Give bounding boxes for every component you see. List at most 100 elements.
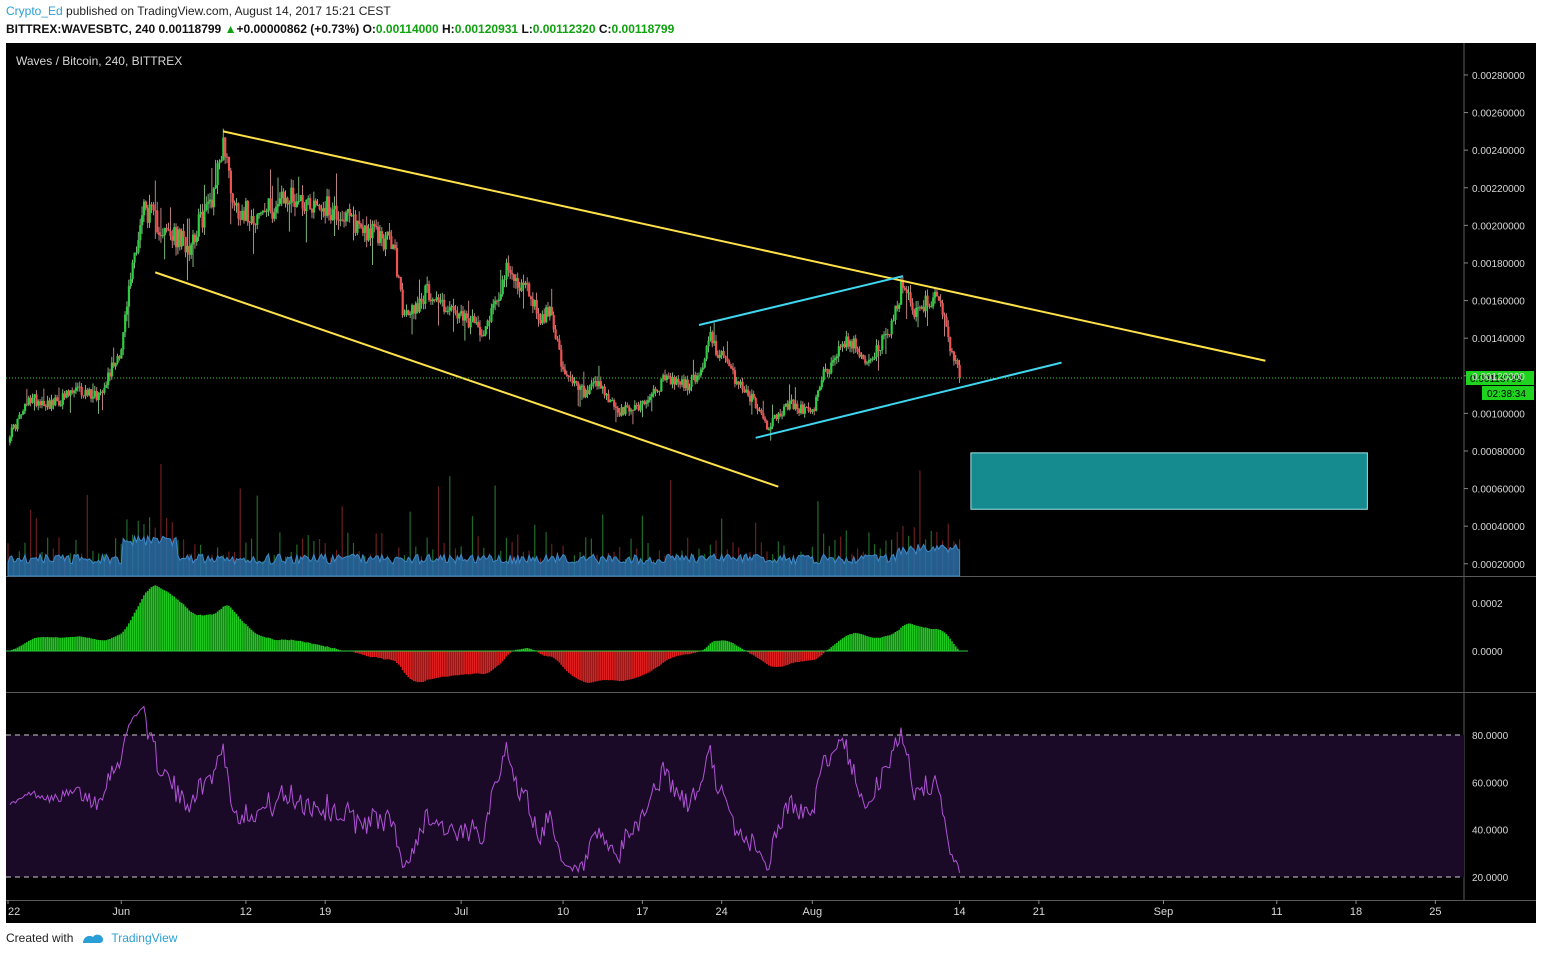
candle-body [373,223,376,227]
candle-body [860,354,863,357]
candle-body [42,400,46,406]
chart-canvas[interactable]: Waves / Bitcoin, 240, BITTREX 0.00118799… [6,43,1536,923]
candle-body [715,340,718,355]
candle-body [692,374,695,380]
candle-body [293,201,297,207]
candle-body [480,335,484,337]
candle-body [696,375,699,382]
candle-body [169,231,172,236]
candle-body [826,368,829,374]
candle-body [907,292,910,294]
candle-body [248,221,251,223]
candle-body [537,313,540,320]
candle-body [193,234,197,243]
candle-body [630,409,633,412]
candle-body [88,389,91,396]
candle-body [526,283,529,285]
candle-body [265,210,268,212]
candle-body [110,362,114,377]
close-label: C: [598,22,612,36]
candle-body [492,304,495,309]
candle-body [784,403,788,407]
author-link[interactable]: Crypto_Ed [6,4,63,18]
candle-body [832,360,835,363]
candle-body [732,368,735,371]
candle-body [231,193,234,203]
candle-body [114,362,117,367]
candle-body [465,313,468,319]
candle-body [512,274,516,281]
candle-body [679,382,682,385]
candle-body [641,401,644,404]
candle-body [577,382,580,390]
candle-body [341,219,344,221]
candle-body [450,305,453,308]
candle-body [346,208,350,213]
last-price: 0.00118799 [158,22,222,36]
candle-body [752,393,755,398]
candle-body [197,214,200,237]
candle-body [344,212,348,222]
candle-body [40,400,44,406]
candle-body [681,379,684,385]
candle-body [633,404,637,411]
candle-body [849,341,852,347]
candle-body [548,306,552,317]
candle-body [883,334,886,336]
candle-body [282,191,285,204]
candle-body [516,278,519,288]
candle-body [224,137,227,157]
candle-body [446,310,450,312]
candle-body [37,401,40,406]
candle-body [782,406,786,416]
candle-body [909,292,912,303]
candle-body [524,283,527,286]
candle-body [320,209,323,212]
rsi-tick-label: 40.0000 [1472,826,1509,837]
candle-body [854,338,857,349]
candle-body [588,386,591,395]
candle-body [664,375,667,380]
candle-body [943,314,946,317]
rsi-band [6,735,1464,877]
candle-body [699,369,703,376]
candle-body [31,397,34,403]
candle-body [131,262,134,280]
candle-body [573,380,576,384]
tradingview-link[interactable]: TradingView [111,931,178,945]
candle-body [154,210,157,212]
candle-body [74,387,78,391]
last-price-tag [1466,371,1534,386]
candle-body [35,394,38,406]
candle-body [84,389,87,396]
candle-body [331,209,334,221]
candle-body [745,389,748,393]
candle-body [550,306,553,315]
candle-body [575,380,578,383]
candle-body [652,388,655,394]
candle-body [648,396,652,401]
candle-body [733,370,737,384]
candle-body [178,229,182,247]
candle-body [214,184,217,189]
candle-body [541,314,544,324]
candle-body [386,231,389,236]
price-tick-label: 0.00160000 [1472,297,1525,308]
candle-body [951,351,954,353]
candle-body [159,235,163,237]
footer: Created with TradingView [6,931,177,945]
candle-body [677,378,680,383]
candle-body [607,393,610,403]
candle-body [384,235,387,250]
candle-body [201,211,204,228]
candle-body [682,379,686,389]
candle-body [722,351,725,357]
candle-body [192,234,195,245]
volume-area [7,534,961,577]
candle-body [545,307,548,323]
candle-body [244,200,248,221]
candle-body [569,376,572,378]
candle-body [209,199,212,202]
price-tick-label: 0.00260000 [1472,109,1525,120]
date-tick-label: 11 [1271,906,1282,918]
